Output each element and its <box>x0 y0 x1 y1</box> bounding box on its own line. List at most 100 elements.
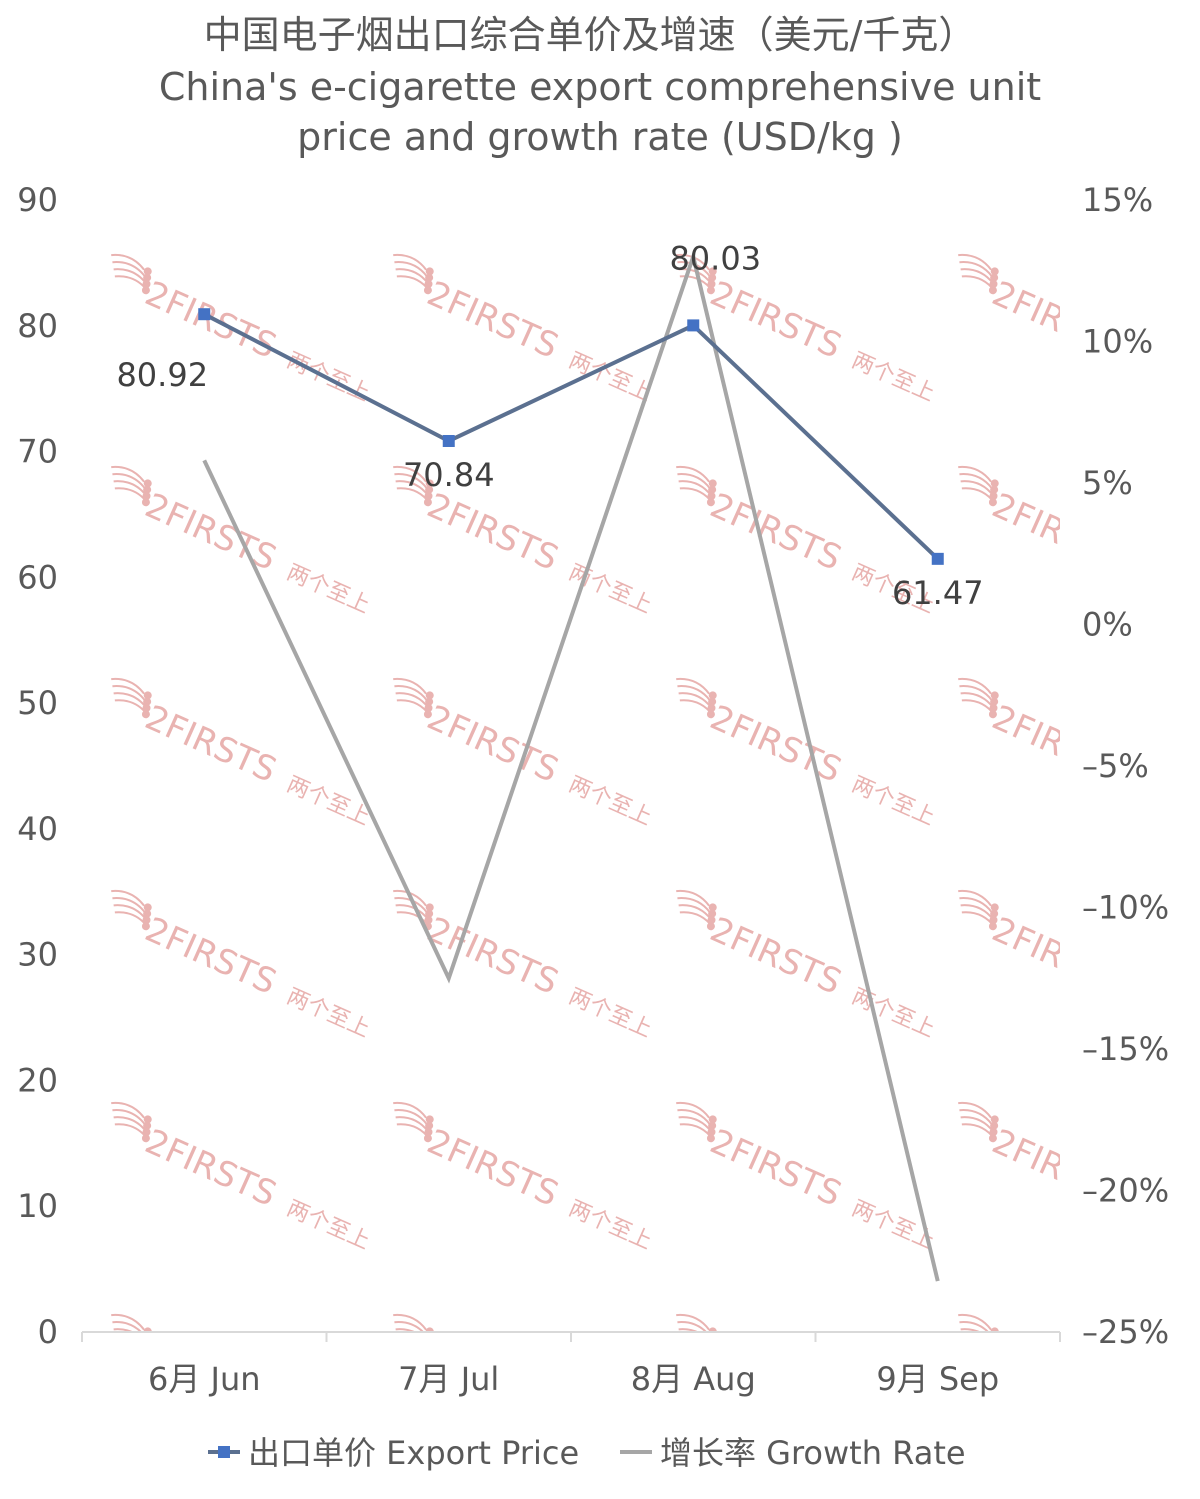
watermark-logo-icon <box>958 1101 999 1143</box>
watermark-logo-icon <box>393 253 434 295</box>
right-axis-tick-label: 5% <box>1082 464 1133 502</box>
x-axis-category-label: 7月 Jul <box>398 1360 499 1398</box>
right-axis: 15% 10% 5% 0% –5% –10% –15% –20% –25% <box>1082 181 1169 1351</box>
watermark-cn-text: 两个至上 <box>283 772 374 831</box>
series-growth-rate <box>202 249 940 1282</box>
watermark-cn-text: 两个至上 <box>1130 560 1200 619</box>
watermark-brand-text: 2FIRSTS <box>421 486 564 579</box>
watermark-cn-text: 两个至上 <box>283 984 374 1043</box>
chart-subtitle-line-2: price and growth rate (USD/kg ) <box>297 115 903 159</box>
watermark-logo-icon <box>111 465 152 507</box>
watermark-logo-icon <box>676 465 717 507</box>
watermark-logo-icon <box>958 465 999 507</box>
watermark-brand-text: 2FIRSTS <box>139 274 282 367</box>
watermark-cn-text: 两个至上 <box>848 772 939 831</box>
watermark-logo-icon <box>958 677 999 719</box>
right-axis-tick-label: –15% <box>1082 1030 1169 1068</box>
watermark-brand-text: 2FIRSTS <box>139 486 282 579</box>
export-price-point <box>442 434 455 447</box>
export-price-point <box>687 319 700 332</box>
watermark-cn-text: 两个至上 <box>848 984 939 1043</box>
watermark-logo-icon <box>393 1101 434 1143</box>
watermark-brand-text: 2FIRSTS <box>139 910 282 1003</box>
right-axis-tick-label: –20% <box>1082 1172 1169 1210</box>
watermark-cn-text: 两个至上 <box>283 560 374 619</box>
export-price-point <box>931 552 944 565</box>
left-axis-tick-label: 50 <box>17 684 58 722</box>
right-axis-tick-label: –25% <box>1082 1313 1169 1351</box>
export-price-line <box>203 312 940 561</box>
watermark-logo-icon <box>393 465 434 507</box>
watermark-brand-text: 2FIRSTS <box>139 1122 282 1215</box>
x-axis-category-label: 6月 Jun <box>148 1360 261 1398</box>
watermark-logo-icon <box>676 1101 717 1143</box>
series-export-price <box>198 308 944 565</box>
watermark-cn-text: 两个至上 <box>848 348 939 407</box>
x-axis-category-label: 8月 Aug <box>631 1360 756 1398</box>
legend: 出口单价 Export Price 增长率 Growth Rate <box>208 1434 966 1472</box>
legend-price-label: 出口单价 Export Price <box>248 1434 579 1472</box>
export-price-data-label: 80.03 <box>669 239 761 277</box>
left-axis-tick-label: 80 <box>17 307 58 345</box>
chart-title: 中国电子烟出口综合单价及增速（美元/千克） <box>204 13 977 57</box>
watermark-brand-text: 2FIRSTS <box>421 910 564 1003</box>
x-axis-category-label: 9月 Sep <box>876 1360 999 1398</box>
watermark-brand-text: 2FIRSTS <box>704 486 847 579</box>
export-price-data-label: 80.92 <box>116 356 208 394</box>
right-axis-tick-label: 10% <box>1082 323 1153 361</box>
right-axis-tick-label: 15% <box>1082 181 1153 219</box>
watermark-brand-text: 2FIRSTS <box>704 274 847 367</box>
legend-price-marker <box>218 1446 230 1458</box>
watermark-cn-text: 两个至上 <box>565 772 656 831</box>
watermark-layer: 2FIRSTS两个至上2FIRSTS两个至上2FIRSTS两个至上2FIRSTS… <box>111 253 1200 1332</box>
right-axis-tick-label: –10% <box>1082 889 1169 927</box>
watermark-brand-text: 2FIRSTS <box>421 274 564 367</box>
right-axis-tick-label: –5% <box>1082 747 1149 785</box>
watermark-brand-text: 2FIRSTS <box>139 698 282 791</box>
left-axis-tick-label: 90 <box>17 181 58 219</box>
watermark-logo-icon <box>393 677 434 719</box>
growth-rate-line <box>202 249 940 1282</box>
chart-subtitle-line-1: China's e-cigarette export comprehensive… <box>159 65 1041 109</box>
watermark-logo-icon <box>676 677 717 719</box>
watermark-brand-text: 2FIRSTS <box>704 910 847 1003</box>
right-axis-tick-label: 0% <box>1082 606 1133 644</box>
watermark-logo-icon <box>111 1101 152 1143</box>
x-axis: 6月 Jun 7月 Jul 8月 Aug 9月 Sep <box>81 1331 1061 1398</box>
export-price-data-label: 61.47 <box>892 574 984 612</box>
left-axis-tick-label: 70 <box>17 433 58 471</box>
watermark-brand-text: 2FIRSTS <box>421 1122 564 1215</box>
left-axis-tick-label: 40 <box>17 810 58 848</box>
watermark-brand-text: 2FIRSTS <box>421 698 564 791</box>
watermark-logo-icon <box>958 889 999 931</box>
watermark-brand-text: 2FIRSTS <box>704 1122 847 1215</box>
watermark-logo-icon <box>111 889 152 931</box>
left-axis: 0 10 20 30 40 50 60 70 80 90 <box>17 181 58 1351</box>
export-price-data-label: 70.84 <box>403 456 495 494</box>
watermark-cn-text: 两个至上 <box>283 1196 374 1255</box>
watermark-cn-text: 两个至上 <box>565 984 656 1043</box>
watermark-logo-icon <box>958 253 999 295</box>
left-axis-tick-label: 60 <box>17 558 58 596</box>
left-axis-tick-label: 20 <box>17 1061 58 1099</box>
left-axis-tick-label: 30 <box>17 936 58 974</box>
watermark-logo-icon <box>676 889 717 931</box>
legend-growth-label: 增长率 Growth Rate <box>660 1434 966 1472</box>
watermark-cn-text: 两个至上 <box>565 1196 656 1255</box>
left-axis-tick-label: 10 <box>17 1187 58 1225</box>
export-price-point <box>198 308 211 321</box>
